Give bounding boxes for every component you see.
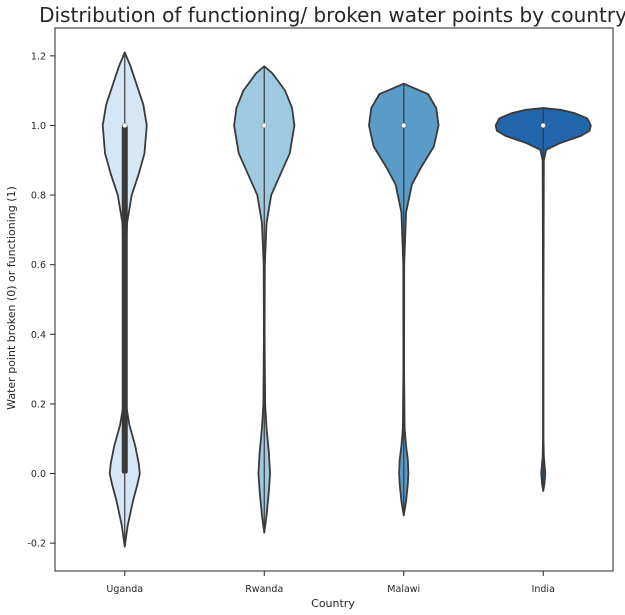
x-tick-label-uganda: Uganda: [106, 584, 143, 595]
y-axis-label: Water point broken (0) or functioning (1…: [5, 186, 18, 410]
y-tick-label: -0.2: [27, 539, 46, 550]
violin-median-point: [540, 122, 546, 129]
x-axis-label: Country: [311, 597, 355, 610]
plot-area: [101, 51, 592, 548]
y-tick-label: 0.0: [31, 469, 46, 480]
plot-frame: [54, 27, 614, 572]
violin-rwanda: [233, 65, 296, 534]
y-tick-label: 0.2: [31, 399, 46, 410]
violin-iqr-box: [121, 125, 128, 474]
violin-india: [494, 107, 592, 492]
violin-uganda: [101, 51, 148, 548]
violin-median-point: [261, 122, 267, 129]
y-tick-label: 1.0: [31, 121, 46, 132]
violin-median-point: [401, 122, 407, 129]
x-tick-label-rwanda: Rwanda: [245, 584, 283, 595]
y-tick-label: 0.6: [31, 260, 46, 271]
x-tick-label-india: India: [532, 584, 555, 595]
y-tick-label: 0.8: [31, 191, 46, 202]
violin-malawi: [368, 82, 440, 517]
y-tick-label: 0.4: [31, 330, 46, 341]
violin-median-point: [122, 122, 128, 129]
axes: -0.2 0.0 0.2 0.4 0.6 0.8 1.0 1.2 Uganda Rwanda Mal…: [27, 27, 614, 595]
y-tick-label: 1.2: [31, 51, 46, 62]
x-tick-label-malawi: Malawi: [387, 584, 420, 595]
chart-title: Distribution of functioning/ broken wate…: [39, 3, 625, 27]
